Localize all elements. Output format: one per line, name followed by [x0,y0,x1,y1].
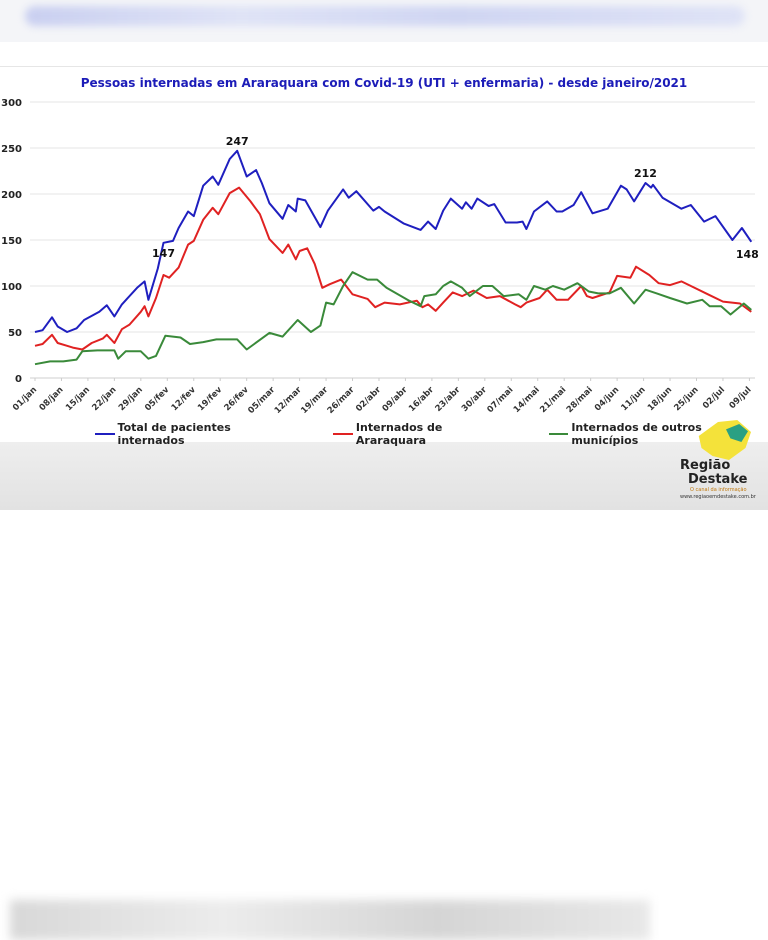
x-tick-label: 04/jun [593,385,621,413]
legend-item-outros: Internados de outros municípios [548,421,768,447]
x-tick-label: 19/mar [299,384,330,415]
logo-tagline: O canal da informação [690,487,747,493]
x-tick-label: 22/jan [90,385,118,413]
blurred-footer [10,900,650,940]
legend-label: Internados de outros municípios [571,421,702,447]
x-tick-label: 21/mai [538,385,568,415]
x-tick-label: 05/mar [246,384,277,415]
x-tick-label: 23/abr [434,384,464,414]
y-tick-label: 50 [8,328,22,339]
x-tick-label: 15/jan [64,385,92,413]
x-tick-label: 18/jun [646,385,674,413]
logo-line1: Região [680,458,731,473]
series-line-2 [34,271,752,366]
x-tick-label: 19/fev [196,385,225,414]
legend-swatch [95,433,115,435]
data-label: 247 [226,135,249,148]
logo-line2: Destake [688,472,748,487]
series-line-1 [34,186,752,351]
x-tick-label: 08/jan [38,385,66,413]
x-tick-label: 09/jul [728,385,754,411]
legend-label: Internados de Araraquara [355,421,443,447]
logo-map-icon [698,420,751,460]
x-tick-label: 29/jan [117,385,145,413]
x-tick-label: 30/abr [460,384,490,414]
x-tick-label: 01/jan [11,385,39,413]
y-tick-label: 100 [1,282,22,293]
x-tick-label: 02/jul [701,385,727,411]
regiao-destake-logo: Região Destake O canal da informação www… [676,420,768,510]
legend-swatch [548,433,569,435]
y-tick-label: 0 [15,374,22,385]
chart-legend: Total de pacientes internados Internados… [95,421,768,447]
data-label: 148 [736,248,759,261]
logo-map-accent [726,424,748,442]
x-tick-label: 25/jun [672,385,700,413]
logo-url: www.regiaoemdestake.com.br [680,494,756,500]
x-tick-label: 11/jun [619,385,647,413]
x-tick-label: 14/mai [512,385,542,415]
x-tick-label: 02/abr [354,384,384,414]
x-tick-label: 09/abr [381,384,411,414]
line-chart: 0 50 100 150 200 250 300 01/jan08/jan15/jan22/j… [1,98,759,416]
header-band [0,0,768,42]
data-label: 147 [152,247,175,260]
data-label: 212 [634,167,657,180]
divider [0,66,768,67]
y-tick-label: 200 [1,190,22,201]
footer-band [0,442,768,940]
legend-item-total: Total de pacientes internados [95,421,297,447]
legend-swatch [333,433,353,435]
x-tick-label: 28/mai [565,385,595,415]
x-tick-label: 26/mar [326,384,357,415]
x-tick-label: 05/fev [143,385,172,414]
y-tick-label: 150 [1,236,22,247]
blurred-header-text [25,6,745,26]
x-tick-label: 12/mar [273,384,304,415]
x-tick-label: 16/abr [407,384,437,414]
legend-item-araraquara: Internados de Araraquara [333,421,512,447]
y-tick-label: 250 [1,144,22,155]
legend-label: Total de pacientes internados [117,421,231,447]
y-tick-label: 300 [1,98,22,109]
x-tick-label: 12/fev [170,385,199,414]
series-line-0 [34,149,753,333]
chart-title: Pessoas internadas em Araraquara com Cov… [80,76,688,90]
x-tick-label: 07/mai [485,385,515,415]
